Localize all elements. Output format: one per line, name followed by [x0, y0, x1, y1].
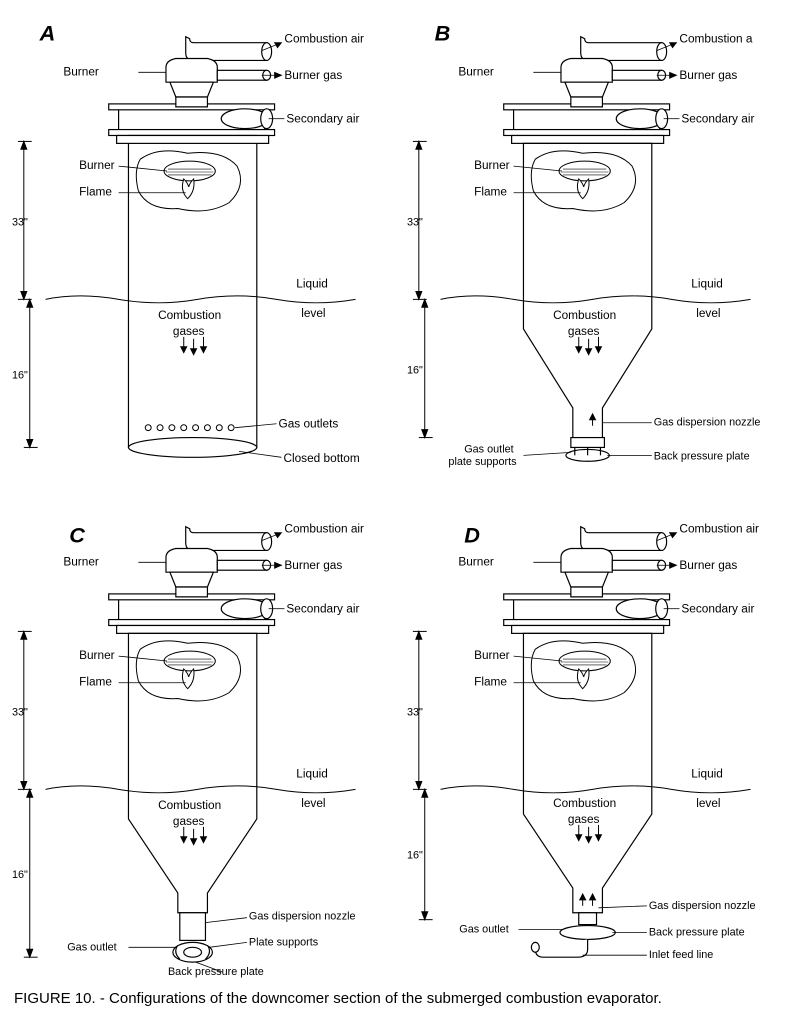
level-label: level	[696, 796, 720, 810]
burner-assembly	[504, 37, 670, 136]
panel-letter: D	[464, 523, 480, 548]
burner-label-cutaway: Burner	[474, 158, 510, 172]
dim-upper-label: 33"	[12, 216, 28, 228]
level-label: level	[301, 306, 325, 320]
dim-lower-label: 16"	[12, 869, 28, 881]
liquid-label: Liquid	[691, 767, 723, 781]
panel-letter: A	[39, 21, 56, 46]
combustion-gases-l1: Combustion	[158, 308, 221, 322]
combustion-air-label: Combustion air	[679, 522, 759, 536]
gas-outlet-l1: Gas outlet	[464, 443, 513, 455]
combustion-gases-l1: Combustion	[158, 798, 221, 812]
dimension-lines	[18, 141, 38, 447]
dim-upper-label: 33"	[407, 706, 423, 718]
combustion-gases-l1: Combustion	[553, 796, 616, 810]
burner-label-cutaway: Burner	[79, 648, 115, 662]
burner-assembly	[504, 527, 670, 626]
panel-letter: C	[69, 523, 85, 548]
gas-dispersion-nozzle-label: Gas dispersion nozzle	[249, 911, 356, 923]
gas-outlets-label: Gas outlets	[279, 417, 339, 431]
back-pressure-plate-label: Back pressure plate	[649, 926, 745, 938]
dimension-lines	[413, 141, 433, 437]
burner-assembly	[109, 527, 275, 626]
dimension-lines	[413, 631, 433, 919]
gas-dispersion-nozzle-label: Gas dispersion nozzle	[654, 417, 761, 429]
combustion-gases-l2: gases	[568, 324, 600, 338]
flame-label: Flame	[79, 675, 112, 689]
inlet-feed-line-label: Inlet feed line	[649, 949, 714, 961]
burner-gas-label: Burner gas	[679, 558, 737, 572]
combustion-air-label: Combustion a	[679, 32, 752, 46]
burner-label-top: Burner	[63, 554, 99, 568]
panel-letter: B	[435, 21, 451, 46]
dimension-lines	[18, 631, 38, 957]
burner-label-top: Burner	[63, 64, 99, 78]
gas-outlet-label: Gas outlet	[459, 924, 508, 936]
panel-b: B 33" 16"	[405, 10, 790, 490]
level-label: level	[301, 796, 325, 810]
combustion-gases-l2: gases	[568, 812, 600, 826]
burner-gas-label: Burner gas	[284, 558, 342, 572]
burner-gas-label: Burner gas	[284, 68, 342, 82]
combustion-air-label: Combustion air	[284, 522, 364, 536]
dim-lower-label: 16"	[12, 369, 28, 381]
combustion-gases-l1: Combustion	[553, 308, 616, 322]
burner-gas-label: Burner gas	[679, 68, 737, 82]
liquid-label: Liquid	[691, 277, 723, 291]
burner-assembly	[109, 37, 275, 136]
gas-outlet-label: Gas outlet	[67, 941, 116, 953]
burner-label-top: Burner	[458, 554, 494, 568]
flame-label: Flame	[474, 675, 507, 689]
secondary-air-label: Secondary air	[286, 602, 359, 616]
level-label: level	[696, 306, 720, 320]
liquid-label: Liquid	[296, 767, 328, 781]
gas-outlet-l2: plate supports	[448, 456, 517, 468]
back-pressure-plate-label: Back pressure plate	[168, 966, 264, 978]
cutaway	[136, 641, 240, 701]
dim-upper-label: 33"	[12, 706, 28, 718]
secondary-air-label: Secondary air	[286, 112, 359, 126]
cutaway	[531, 641, 635, 701]
combustion-gases-l2: gases	[173, 324, 205, 338]
panel-d: D 33" 16"	[405, 500, 790, 980]
burner-label-cutaway: Burner	[474, 648, 510, 662]
burner-label-cutaway: Burner	[79, 158, 115, 172]
secondary-air-label: Secondary air	[681, 112, 754, 126]
dim-lower-label: 16"	[407, 849, 423, 861]
panel-c: C 33" 16"	[10, 500, 395, 980]
flame-label: Flame	[79, 185, 112, 199]
flame-label: Flame	[474, 185, 507, 199]
gas-dispersion-nozzle-label: Gas dispersion nozzle	[649, 900, 756, 912]
burner-label-top: Burner	[458, 64, 494, 78]
back-pressure-plate-label: Back pressure plate	[654, 450, 750, 462]
dim-lower-label: 16"	[407, 364, 423, 376]
combustion-gases-l2: gases	[173, 814, 205, 828]
dim-upper-label: 33"	[407, 216, 423, 228]
secondary-air-label: Secondary air	[681, 602, 754, 616]
liquid-label: Liquid	[296, 277, 328, 291]
panel-a: A 33" 16"	[10, 10, 395, 490]
cutaway	[136, 151, 240, 211]
plate-supports-label: Plate supports	[249, 936, 319, 948]
combustion-air-label: Combustion air	[284, 32, 364, 46]
closed-bottom-label: Closed bottom	[283, 451, 359, 465]
cutaway	[531, 151, 635, 211]
figure-caption: FIGURE 10. - Configurations of the downc…	[10, 990, 790, 1007]
